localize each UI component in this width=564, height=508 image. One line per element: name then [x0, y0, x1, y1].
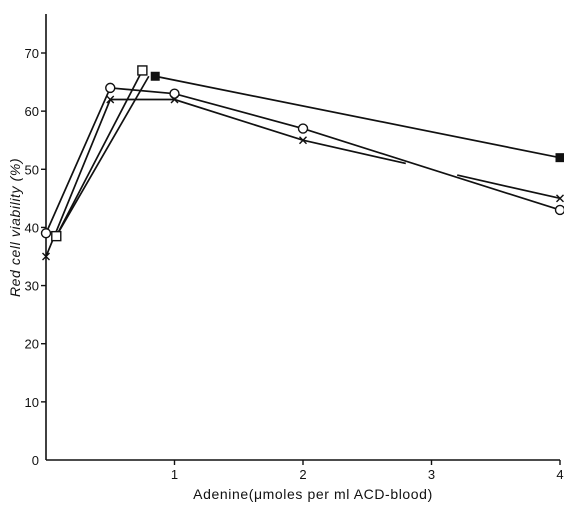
series-line [45, 98, 406, 257]
cross-stroke [170, 95, 179, 104]
series-line [155, 75, 561, 159]
x-axis-title: Adenine(μmoles per ml ACD-blood) [193, 486, 433, 502]
data-point-cross [299, 136, 307, 145]
y-tick-label: 10 [25, 395, 39, 410]
series-line [457, 174, 561, 200]
y-tick-label: 60 [25, 104, 39, 119]
cross-stroke [106, 95, 115, 104]
data-point-filled-square [555, 153, 564, 163]
cross-stroke [42, 252, 50, 261]
data-point-cross [556, 194, 564, 203]
y-tick-label: 70 [25, 46, 39, 61]
data-point-cross [170, 95, 179, 104]
data-point-circle [40, 228, 52, 239]
ticks: 0 10 20 30 40 50 60 70 1 2 3 4 [25, 46, 564, 482]
y-tick-label: 20 [25, 337, 39, 352]
data-point-cross [42, 252, 50, 261]
x-tick-label: 1 [171, 467, 178, 482]
data-point-circle [554, 204, 564, 216]
x-tick-label: 2 [299, 467, 306, 482]
y-tick-label: 50 [25, 162, 39, 177]
y-axis-title: Red cell viability (%) [7, 158, 23, 297]
cross-stroke [556, 194, 564, 203]
y-tick-label: 0 [32, 453, 39, 468]
y-tick-label: 30 [25, 279, 39, 294]
data-point-circle [169, 88, 180, 99]
data-point-open-square [51, 230, 62, 242]
y-tick-label: 40 [25, 220, 39, 235]
data-point-circle [105, 82, 116, 94]
series-line [45, 86, 561, 234]
series-line [55, 70, 144, 237]
data-point-filled-square [150, 71, 160, 81]
axes [45, 14, 560, 461]
x-tick-label: 4 [556, 467, 563, 482]
data-point-open-square [137, 65, 148, 76]
x-tick-label: 3 [428, 467, 435, 482]
connector-line [55, 75, 150, 237]
data-point-circle [297, 123, 309, 134]
series-group [40, 65, 564, 261]
cross-stroke [299, 136, 307, 145]
data-point-cross [106, 95, 115, 104]
